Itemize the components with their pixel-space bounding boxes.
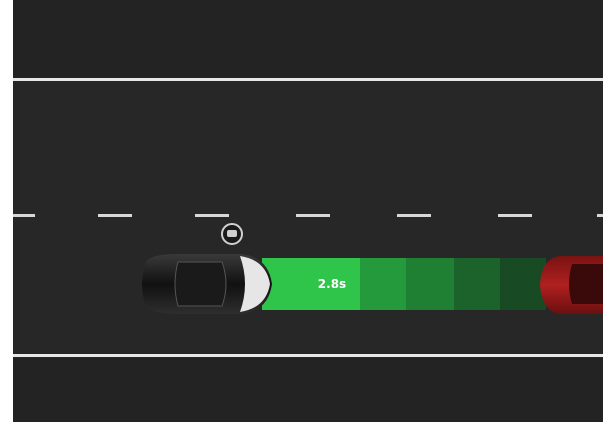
lane-line — [13, 78, 603, 81]
road-shoulder — [13, 358, 603, 422]
road-shoulder — [13, 0, 603, 79]
gap-time-label: 2.8s — [318, 277, 346, 291]
dashed-lane-line — [13, 214, 603, 217]
own-car — [142, 254, 272, 314]
road-scene: 2.8s — [0, 0, 603, 422]
following-gap-bar — [262, 258, 546, 310]
assist-icon — [222, 224, 242, 244]
lane-line — [13, 354, 603, 357]
lead-car — [540, 256, 603, 314]
page: 2.8s (() => { const data = JSON.parse(do… — [0, 0, 603, 422]
